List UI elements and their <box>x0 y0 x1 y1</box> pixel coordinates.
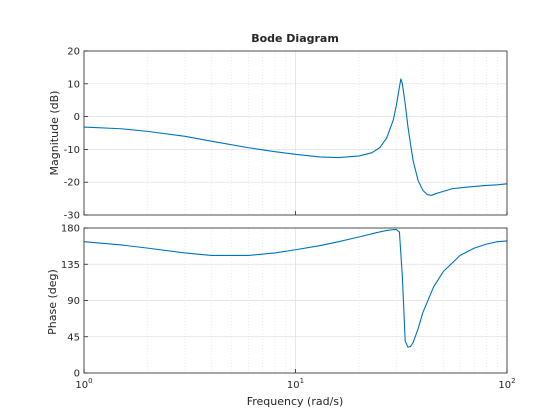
magnitude-axes: 20 10 0 -10 -20 -30 <box>64 47 508 222</box>
magnitude-y-tick-label: 10 <box>67 79 80 90</box>
phase-ylabel: Phase (deg) <box>46 269 59 335</box>
magnitude-y-tick-label: 20 <box>67 47 80 58</box>
x-tick-label: 100 <box>75 377 92 391</box>
chart-title: Bode Diagram <box>251 32 339 45</box>
x-axis-label: Frequency (rad/s) <box>247 395 344 408</box>
magnitude-y-tick-label: 0 <box>74 112 80 123</box>
phase-axes-box <box>83 227 508 374</box>
magnitude-axes-box <box>83 50 508 216</box>
magnitude-y-tick-label: -20 <box>64 178 80 189</box>
phase-y-tick-label: 135 <box>61 260 80 271</box>
phase-y-tick-label: 0 <box>74 369 80 380</box>
phase-series-line <box>83 229 508 348</box>
phase-y-tick-label: 90 <box>67 296 80 307</box>
magnitude-ylabel: Magnitude (dB) <box>48 91 61 176</box>
phase-y-tick-label: 180 <box>61 224 80 235</box>
magnitude-y-tick-label: -30 <box>64 211 80 222</box>
x-tick-label: 102 <box>498 377 515 391</box>
x-tick-label: 101 <box>287 377 304 391</box>
phase-y-tick-label: 45 <box>67 332 80 343</box>
magnitude-series-line <box>83 78 508 196</box>
magnitude-y-tick-label: -10 <box>64 145 80 156</box>
